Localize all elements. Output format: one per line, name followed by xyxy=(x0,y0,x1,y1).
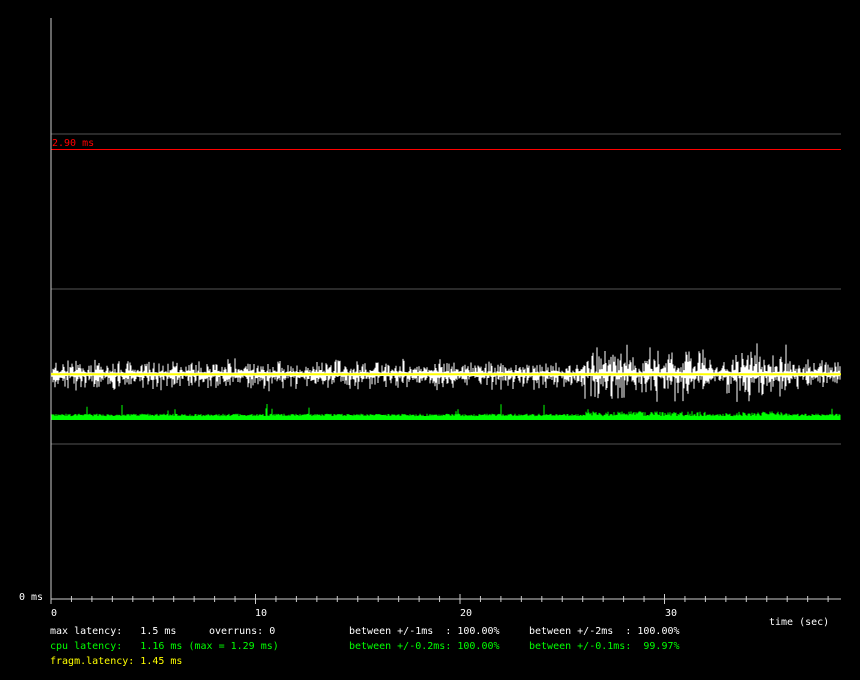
stat-fragm-latency: fragm.latency: 1.45 ms xyxy=(50,656,183,667)
x-axis-label: time (sec) xyxy=(769,617,830,628)
stat-between-2ms: between +/-2ms : 100.00% xyxy=(529,626,680,637)
stat-between-1ms: between +/-1ms : 100.00% xyxy=(349,626,500,637)
stat-max-latency: max latency: 1.5 ms xyxy=(50,626,177,637)
stat-cpu-latency: cpu latency: 1.16 ms (max = 1.29 ms) xyxy=(50,641,279,652)
x-tick-label-20: 20 xyxy=(460,608,473,619)
threshold-label: 2.90 ms xyxy=(52,138,95,149)
x-tick-label-30: 30 xyxy=(665,608,678,619)
x-tick-label-0: 0 xyxy=(51,608,58,619)
y-zero-label: 0 ms xyxy=(19,592,44,603)
x-tick-label-10: 10 xyxy=(255,608,268,619)
cpu-latency-series xyxy=(51,404,841,420)
stat-overruns: overruns: 0 xyxy=(209,626,276,637)
stat-between-02ms: between +/-0.2ms: 100.00% xyxy=(349,641,500,652)
max-latency-series xyxy=(51,343,841,402)
stat-between-01ms: between +/-0.1ms: 99.97% xyxy=(529,641,680,652)
